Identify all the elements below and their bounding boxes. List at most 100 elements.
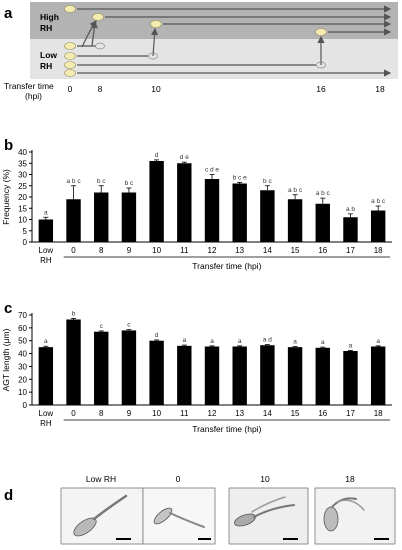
bar [370, 210, 386, 242]
y-tick-label: 50 [18, 337, 27, 346]
low-rh-label-2: RH [40, 61, 52, 71]
y-tick-label: 20 [18, 193, 27, 202]
x-tick-label: 14 [263, 409, 272, 418]
significance-letter: d e [180, 154, 189, 161]
bar [370, 346, 386, 405]
spore-high-8 [92, 13, 104, 21]
x-tick-label: 11 [180, 246, 189, 255]
panel-a-tick-10: 10 [151, 84, 161, 94]
x-tick-label: 18 [374, 246, 383, 255]
x-tick-label: RH [40, 419, 52, 428]
significance-letter: a b c [371, 198, 386, 205]
x-tick-label: 13 [235, 246, 244, 255]
panel-c-letter: c [4, 300, 12, 317]
x-tick-label: RH [40, 256, 52, 265]
significance-letter: b c [125, 180, 134, 187]
bar [204, 346, 220, 405]
x-axis-label: Transfer time (hpi) [192, 261, 261, 271]
x-tick-label: Low [39, 409, 54, 418]
transfer-time-label-1: Transfer time [4, 81, 54, 91]
transfer-arrow-8 [90, 20, 98, 47]
significance-letter: c d e [205, 167, 219, 174]
bar [177, 345, 192, 405]
bar [149, 340, 164, 405]
significance-letter: d [155, 152, 159, 159]
significance-letter: b c [97, 178, 106, 185]
significance-letter: b [72, 310, 76, 317]
spore-low-4 [64, 69, 76, 77]
significance-letter: a [210, 338, 214, 345]
x-tick-label: 15 [291, 246, 300, 255]
spore-high-10 [150, 20, 162, 28]
x-tick-label: 16 [318, 246, 327, 255]
micrograph-10 [228, 487, 309, 545]
significance-letter: a b c [66, 178, 81, 185]
significance-letter: a d [263, 337, 272, 344]
significance-letter: b c [263, 178, 272, 185]
x-tick-label: 14 [263, 246, 272, 255]
bar [94, 331, 109, 405]
bar [177, 163, 192, 242]
spore-low-2 [64, 52, 76, 60]
x-tick-label: 9 [127, 409, 132, 418]
panel-a-tick-18: 18 [375, 84, 385, 94]
significance-letter: a b [346, 206, 355, 213]
x-tick-label: 16 [318, 409, 327, 418]
bar [232, 183, 247, 242]
significance-letter: a [44, 338, 48, 345]
spore-low-1 [64, 42, 76, 50]
y-tick-label: 0 [23, 238, 28, 247]
bar [315, 203, 330, 242]
significance-letter: d [155, 332, 159, 339]
bar [121, 192, 137, 242]
significance-letter: a [238, 338, 242, 345]
panel-d-letter: d [4, 487, 13, 504]
x-tick-label: 10 [152, 246, 161, 255]
significance-letter: c [100, 323, 104, 330]
x-axis-label: Transfer time (hpi) [192, 424, 261, 434]
x-tick-label: 0 [71, 409, 76, 418]
panel-a-tick-0: 0 [68, 84, 73, 94]
micrograph-18 [314, 487, 396, 545]
bar [343, 217, 358, 242]
panel-a-tick-16: 16 [316, 84, 326, 94]
empty-spore-10 [148, 52, 158, 60]
micro-label-18: 18 [345, 474, 355, 484]
micro-label-0: 0 [176, 474, 181, 484]
y-tick-label: 15 [18, 204, 27, 213]
bar [66, 199, 81, 242]
significance-letter: b c e [233, 174, 247, 181]
transfer-time-label-2: (hpi) [25, 91, 42, 101]
bar [343, 351, 358, 405]
bar [149, 161, 164, 242]
high-rh-label-2: RH [40, 23, 52, 33]
y-tick-label: 0 [23, 401, 28, 410]
y-tick-label: 10 [18, 388, 27, 397]
y-tick-label: 40 [18, 350, 27, 359]
y-tick-label: 20 [18, 375, 27, 384]
bar [38, 347, 54, 405]
y-tick-label: 10 [18, 216, 27, 225]
x-tick-label: 8 [99, 246, 104, 255]
x-tick-label: 18 [374, 409, 383, 418]
bar [260, 345, 275, 405]
panel-b-letter: b [4, 137, 13, 154]
bar [315, 347, 330, 405]
bar [94, 192, 109, 242]
x-tick-label: 13 [235, 409, 244, 418]
y-tick-label: 40 [18, 148, 27, 157]
y-tick-label: 70 [18, 311, 27, 320]
significance-letter: a [182, 337, 186, 344]
y-tick-label: 5 [23, 227, 28, 236]
x-tick-label: 10 [152, 409, 161, 418]
bar [121, 330, 137, 405]
transfer-arrow-10 [150, 27, 159, 57]
high-rh-band [30, 2, 398, 39]
significance-letter: a [321, 339, 325, 346]
panel-a-letter: a [4, 5, 13, 22]
empty-spore-8 [95, 42, 105, 50]
y-tick-label: 25 [18, 182, 27, 191]
